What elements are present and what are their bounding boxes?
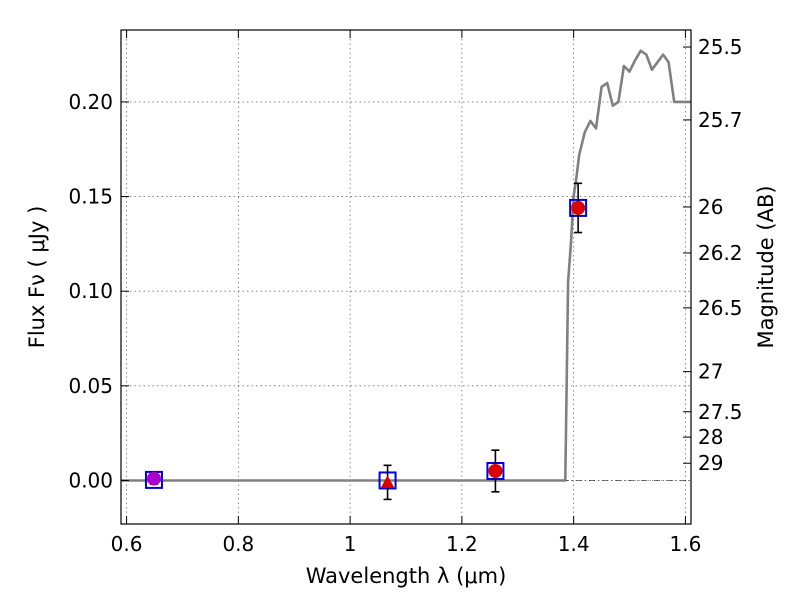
magnitude-tick-label: 25.5	[698, 35, 743, 59]
y-axis-label: Flux Fν ( μJy )	[25, 206, 49, 349]
magnitude-tick-label: 28	[698, 425, 723, 449]
magnitude-tick-label: 26.2	[698, 241, 743, 265]
magnitude-axis-label: Magnitude (AB)	[754, 185, 778, 348]
plot-area	[121, 49, 691, 501]
observation-point	[571, 200, 586, 215]
y-tick-label: 0.10	[68, 279, 113, 303]
plot-frame	[120, 29, 692, 525]
x-tick-label: 0.8	[222, 532, 254, 556]
x-tick-label: 0.6	[111, 532, 143, 556]
grid	[121, 30, 691, 524]
y-tick-label: 0.00	[68, 468, 113, 492]
observation-point	[380, 475, 395, 488]
y-tick-label: 0.05	[68, 374, 113, 398]
magnitude-tick-label: 26	[698, 195, 723, 219]
x-axis-label: Wavelength λ (μm)	[306, 564, 507, 588]
observation-point	[146, 471, 161, 486]
magnitude-tick-label: 25.7	[698, 108, 743, 132]
magnitude-tick-label: 29	[698, 451, 723, 475]
x-tick-label: 1.4	[558, 532, 590, 556]
x-tick-label: 1.6	[670, 532, 702, 556]
magnitude-tick-label: 27	[698, 360, 723, 384]
y-tick-label: 0.15	[68, 185, 113, 209]
sed-model-line	[121, 49, 691, 482]
magnitude-tick-label: 26.5	[698, 296, 743, 320]
x-tick-label: 1	[344, 532, 357, 556]
y-tick-label: 0.20	[68, 90, 113, 114]
magnitude-tick-label: 27.5	[698, 400, 743, 424]
x-tick-label: 1.2	[446, 532, 478, 556]
observation-point	[488, 464, 503, 479]
axis-ticks: 0.6 0.8 1 1.2 1.4 1.6 0.00 0.05 0.10 0.15 0.20 25.5…	[68, 30, 743, 556]
